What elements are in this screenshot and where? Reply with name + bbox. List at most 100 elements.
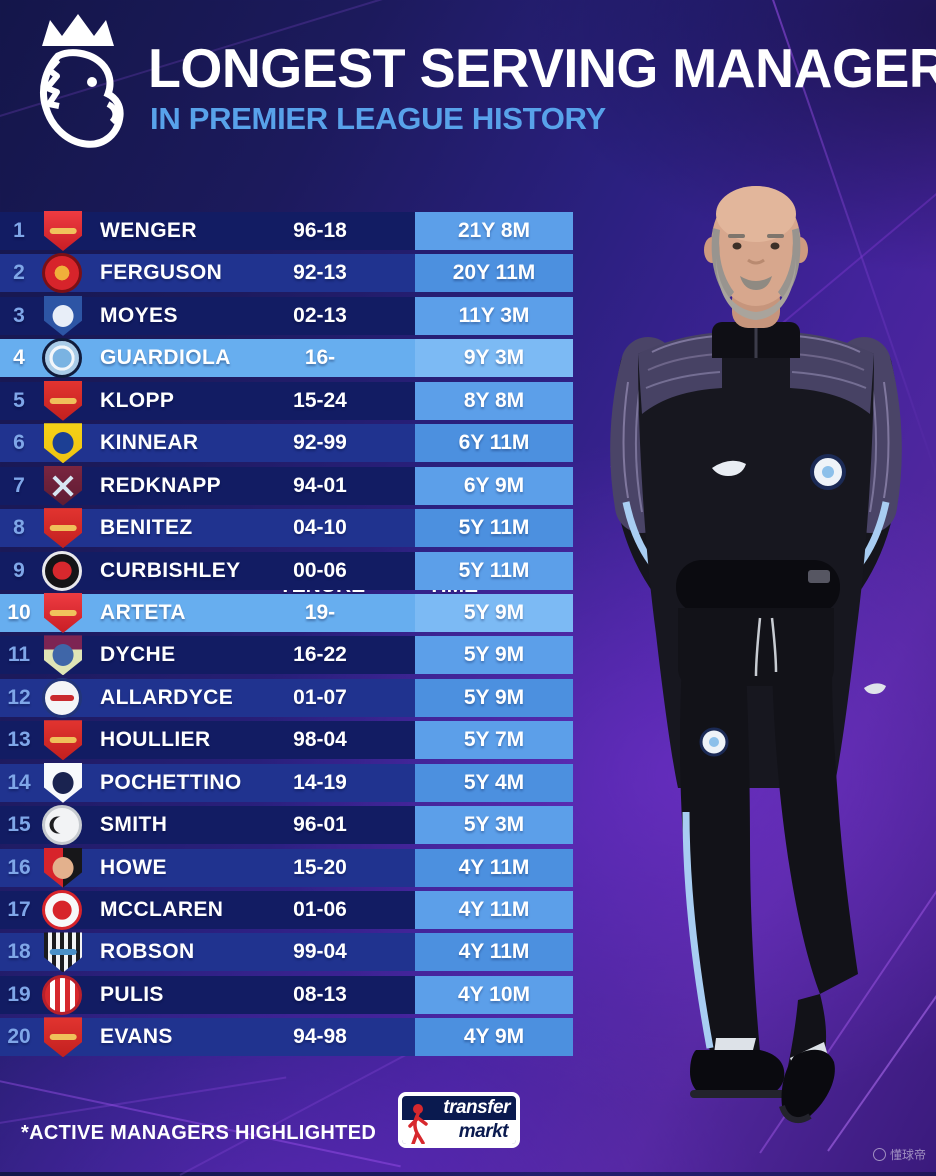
time-value: 5Y 11M bbox=[415, 509, 573, 548]
tenure-value: 19- bbox=[304, 600, 336, 624]
time-value: 5Y 9M bbox=[415, 678, 573, 717]
club-crest-icon bbox=[44, 380, 82, 421]
rank-label: 1 bbox=[13, 219, 25, 242]
table-row: 12 ALLARDYCE 01-07 5Y 9M bbox=[0, 677, 573, 718]
table-row: 17 MCCLAREN 01-06 4Y 11M bbox=[0, 890, 573, 930]
club-crest-icon bbox=[42, 677, 82, 718]
tenure-value: 92-13 bbox=[293, 261, 347, 285]
rank-label: 18 bbox=[7, 940, 31, 964]
table-row: 2 FERGUSON 92-13 20Y 11M bbox=[0, 253, 573, 294]
rank-label: 15 bbox=[7, 813, 31, 837]
club-crest-icon bbox=[44, 423, 82, 464]
tenure-value: 99-04 bbox=[293, 940, 347, 964]
manager-name: EVANS bbox=[100, 1025, 173, 1049]
active-managers-note: *ACTIVE MANAGERS HIGHLIGHTED bbox=[21, 1122, 377, 1144]
time-value: 4Y 9M bbox=[415, 1018, 573, 1057]
rank-label: 13 bbox=[7, 728, 31, 752]
table-row: 9 CURBISHLEY 00-06 5Y 11M bbox=[0, 550, 573, 591]
watermark: 懂球帝 bbox=[872, 1146, 926, 1163]
table-row: 15 SMITH 96-01 5Y 3M bbox=[0, 805, 573, 846]
manager-name: FERGUSON bbox=[100, 261, 223, 285]
bg-line bbox=[0, 1076, 287, 1127]
rank-label: 9 bbox=[13, 558, 25, 582]
time-value: 5Y 3M bbox=[415, 806, 573, 845]
table-row: 14 POCHETTINO 14-19 5Y 4M bbox=[0, 762, 573, 803]
tenure-value: 92-99 bbox=[293, 431, 347, 455]
table-row: 8 BENITEZ 04-10 5Y 11M bbox=[0, 508, 573, 549]
table-row: 13 HOULLIER 98-04 5Y 7M bbox=[0, 720, 573, 761]
tenure-value: 14-19 bbox=[293, 770, 347, 794]
tenure-value: 00-06 bbox=[293, 558, 347, 582]
table-row: 7 REDKNAPP 94-01 6Y 9M bbox=[0, 465, 573, 506]
manager-name: GUARDIOLA bbox=[100, 346, 231, 370]
rank-label: 17 bbox=[7, 898, 31, 921]
time-value: 5Y 9M bbox=[415, 593, 573, 632]
manager-name: ALLARDYCE bbox=[100, 685, 234, 709]
time-value: 9Y 3M bbox=[415, 339, 573, 378]
manager-name: ROBSON bbox=[100, 940, 195, 964]
manager-name: POCHETTINO bbox=[100, 770, 242, 794]
tenure-value: 16- bbox=[304, 346, 336, 370]
manager-name: BENITEZ bbox=[100, 516, 193, 540]
time-value: 5Y 11M bbox=[415, 551, 573, 590]
club-crest-icon bbox=[44, 211, 82, 251]
table-row: 1 WENGER 96-18 21Y 8M bbox=[0, 211, 573, 251]
tenure-value: 94-98 bbox=[293, 1025, 347, 1049]
club-crest-icon bbox=[42, 338, 82, 379]
club-crest-icon bbox=[44, 762, 82, 803]
tenure-value: 01-07 bbox=[293, 685, 347, 709]
manager-name: KINNEAR bbox=[100, 431, 199, 455]
rank-label: 6 bbox=[13, 431, 25, 455]
tenure-value: 98-04 bbox=[293, 728, 347, 752]
table-row: 11 DYCHE 16-22 5Y 9M bbox=[0, 635, 573, 676]
tenure-value: 04-10 bbox=[293, 516, 347, 540]
club-crest-icon bbox=[42, 974, 82, 1015]
time-value: 5Y 7M bbox=[415, 721, 573, 760]
page-title: LONGEST SERVING MANAGERS bbox=[148, 37, 936, 99]
club-crest-icon bbox=[44, 720, 82, 761]
manager-name: REDKNAPP bbox=[100, 473, 222, 497]
club-crest-icon bbox=[42, 550, 82, 591]
manager-name: ARTETA bbox=[100, 600, 187, 624]
table-row: 5 KLOPP 15-24 8Y 8M bbox=[0, 380, 573, 421]
table-row: 20 EVANS 94-98 4Y 9M bbox=[0, 1017, 573, 1058]
transfermarkt-logo-line1: transfer bbox=[443, 1097, 510, 1118]
rank-label: 5 bbox=[13, 388, 25, 412]
manager-name: SMITH bbox=[100, 813, 168, 837]
tenure-value: 96-01 bbox=[293, 813, 347, 837]
rank-label: 14 bbox=[7, 770, 31, 794]
rank-label: 10 bbox=[7, 600, 31, 624]
table-row: 16 HOWE 15-20 4Y 11M bbox=[0, 847, 573, 888]
watermark-icon bbox=[872, 1148, 886, 1161]
time-value: 4Y 11M bbox=[415, 933, 573, 972]
table-row: 4 GUARDIOLA 16- 9Y 3M bbox=[0, 338, 573, 379]
managers-table: 1 WENGER 96-18 21Y 8M 2 FERGUSON 92-13 2… bbox=[0, 211, 573, 1061]
rank-label: 12 bbox=[7, 685, 31, 709]
club-crest-icon bbox=[44, 592, 82, 633]
rank-label: 20 bbox=[7, 1025, 31, 1049]
page-subtitle: IN PREMIER LEAGUE HISTORY bbox=[150, 101, 606, 136]
club-crest-icon bbox=[44, 847, 82, 888]
tenure-value: 01-06 bbox=[293, 898, 347, 921]
manager-name: KLOPP bbox=[100, 388, 175, 412]
time-value: 20Y 11M bbox=[415, 254, 573, 293]
tenure-value: 15-24 bbox=[293, 388, 347, 412]
manager-name: HOWE bbox=[100, 855, 167, 879]
manager-name: MCCLAREN bbox=[100, 898, 224, 921]
club-crest-icon bbox=[44, 508, 82, 549]
club-crest-icon bbox=[44, 932, 82, 973]
time-value: 5Y 4M bbox=[415, 763, 573, 802]
table-row: 3 MOYES 02-13 11Y 3M bbox=[0, 295, 573, 336]
rank-label: 7 bbox=[13, 473, 25, 497]
tenure-value: 02-13 bbox=[293, 303, 347, 327]
time-value: 4Y 10M bbox=[415, 975, 573, 1014]
tenure-value: 96-18 bbox=[293, 219, 347, 242]
rank-label: 2 bbox=[13, 261, 25, 285]
tenure-value: 08-13 bbox=[293, 982, 347, 1006]
time-value: 4Y 11M bbox=[415, 891, 573, 929]
club-crest-icon bbox=[44, 635, 82, 676]
rank-label: 8 bbox=[13, 516, 25, 540]
watermark-text: 懂球帝 bbox=[889, 1148, 926, 1162]
rank-label: 16 bbox=[7, 855, 31, 879]
rank-label: 4 bbox=[13, 346, 25, 370]
